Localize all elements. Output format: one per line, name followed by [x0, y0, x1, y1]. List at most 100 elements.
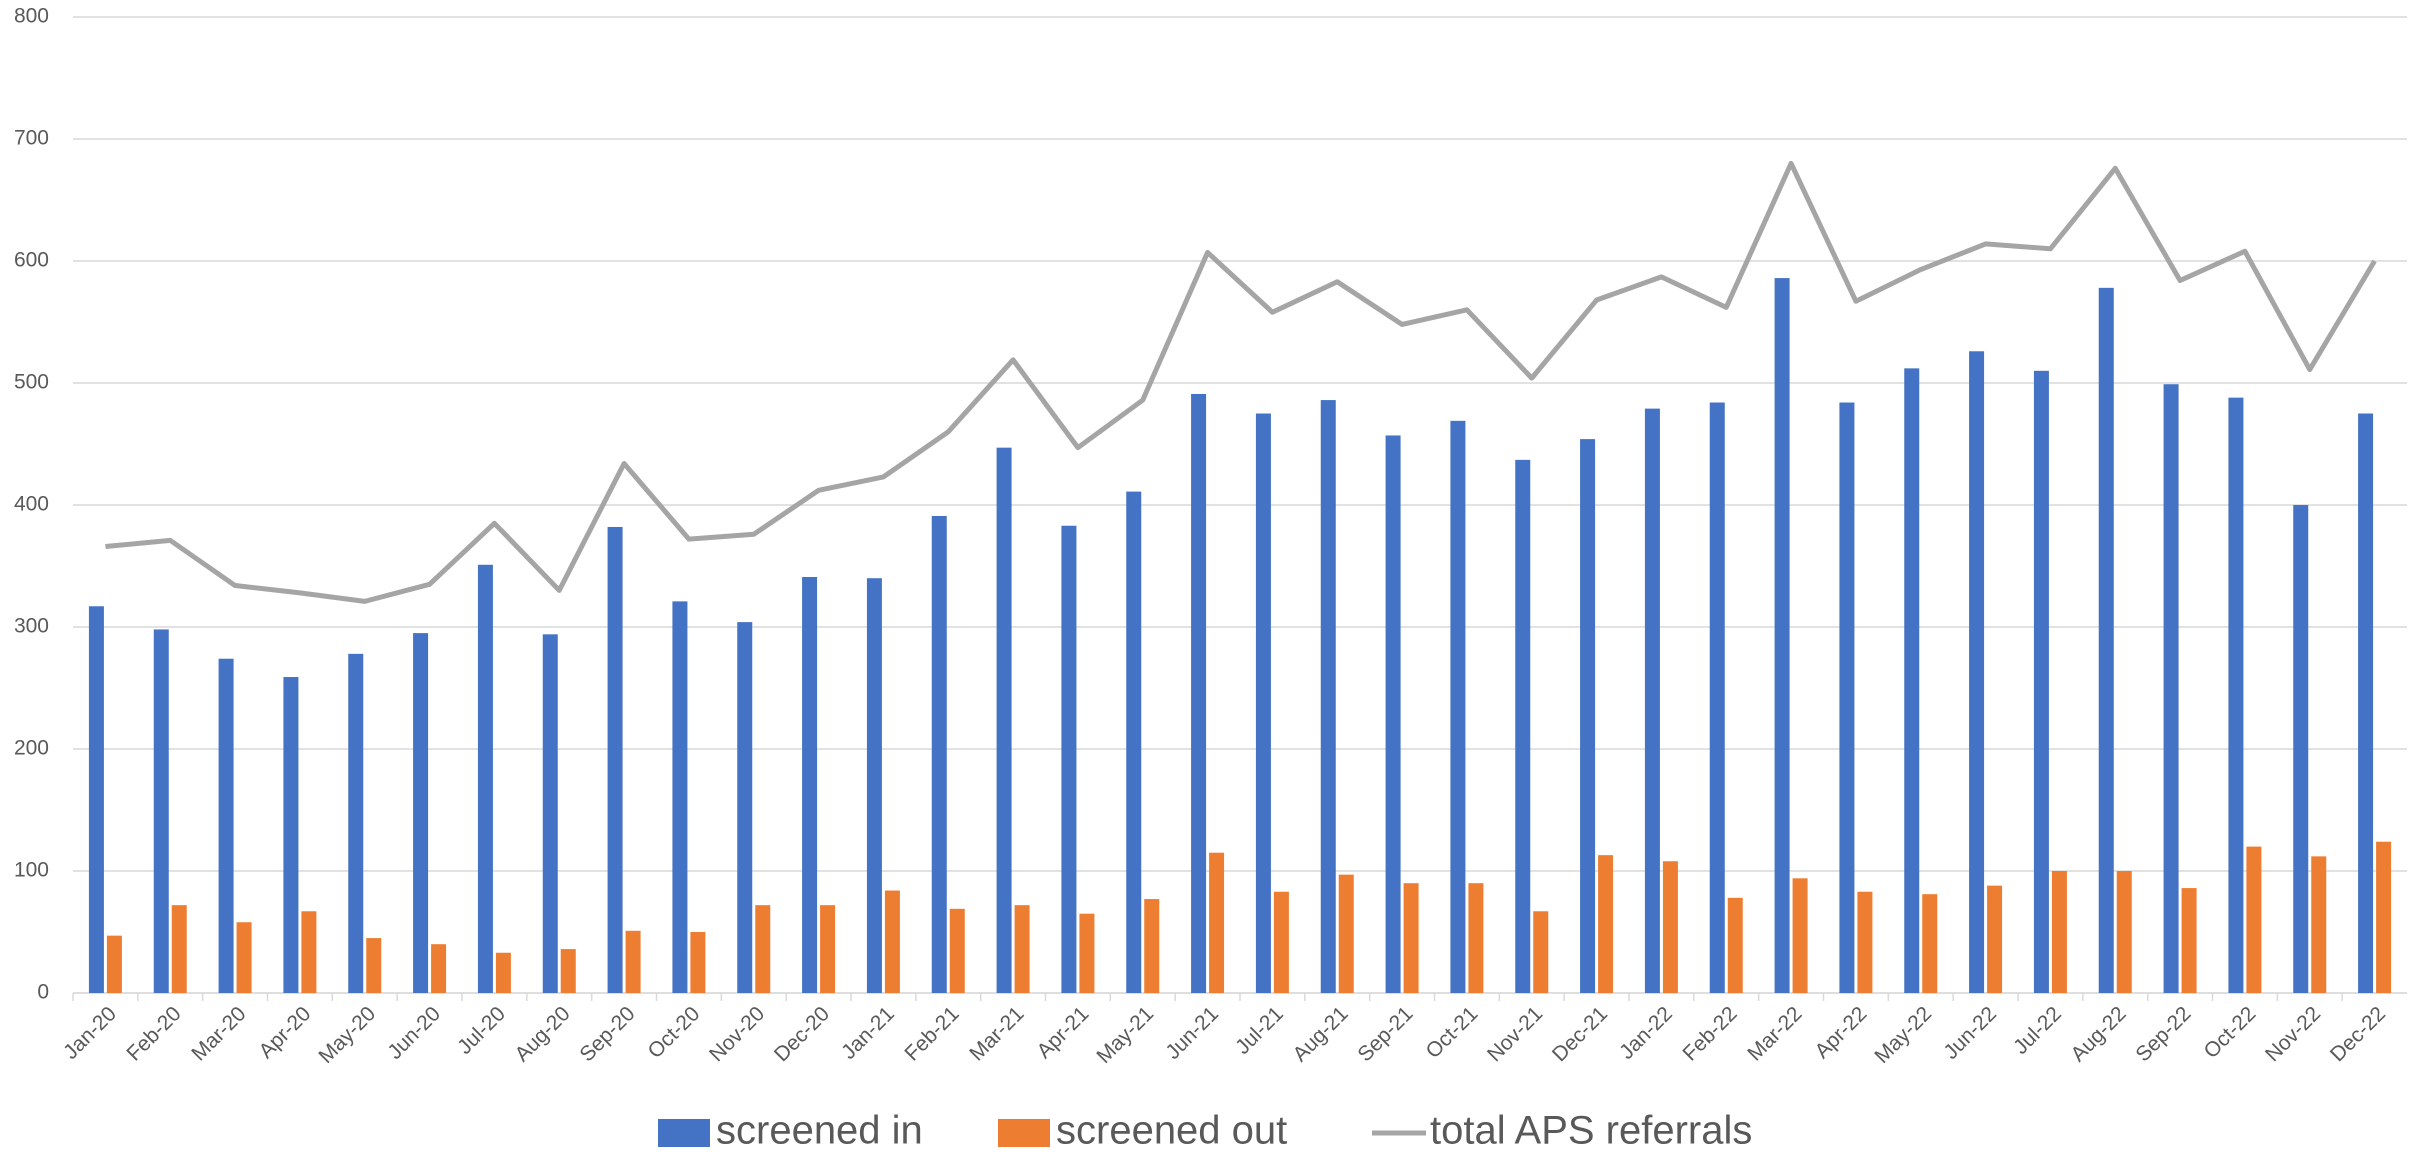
- x-tick-label: Jun-20: [383, 1002, 445, 1064]
- bar: [1014, 905, 1030, 993]
- bar: [1662, 861, 1678, 993]
- bar: [2293, 505, 2309, 993]
- bar: [153, 629, 169, 993]
- x-tick-label: Jan-20: [59, 1002, 121, 1064]
- x-tick-label: Dec-22: [2326, 1002, 2390, 1066]
- bar: [1533, 911, 1549, 993]
- x-tick-label: Nov-20: [705, 1002, 769, 1066]
- bar: [1385, 435, 1401, 994]
- legend-swatch: [998, 1119, 1050, 1147]
- x-tick-label: Apr-21: [1033, 1002, 1094, 1063]
- y-tick-label: 500: [14, 371, 49, 394]
- bar: [1320, 400, 1336, 994]
- bar: [1580, 439, 1596, 993]
- bar: [737, 622, 753, 993]
- x-tick-label: Feb-20: [122, 1002, 185, 1065]
- x-tick-label: Apr-20: [255, 1002, 316, 1063]
- bar: [366, 938, 382, 993]
- bar: [2181, 888, 2197, 993]
- bar: [1144, 899, 1160, 993]
- legend-swatch: [658, 1119, 710, 1147]
- x-tick-label: Oct-21: [1422, 1002, 1483, 1063]
- x-tick-label: Jun-21: [1161, 1002, 1223, 1064]
- bar: [672, 601, 688, 993]
- bar: [1774, 278, 1790, 994]
- bar: [2228, 397, 2244, 993]
- bar: [1857, 891, 1873, 993]
- bar: [1922, 894, 1938, 993]
- bar: [884, 890, 900, 993]
- bar: [802, 576, 818, 993]
- x-tick-label: Jul-21: [1231, 1002, 1288, 1059]
- bar: [477, 564, 493, 993]
- bar: [690, 932, 706, 993]
- x-tick-label: Apr-22: [1811, 1002, 1872, 1063]
- y-tick-label: 400: [14, 493, 49, 516]
- bar: [283, 677, 299, 993]
- bar: [542, 634, 558, 993]
- bar: [931, 515, 947, 993]
- line: [105, 160, 2377, 604]
- bar: [820, 905, 836, 993]
- bar: [218, 658, 234, 993]
- x-tick-label: Jul-22: [2009, 1002, 2066, 1059]
- x-tick-label: May-20: [314, 1002, 380, 1068]
- x-tick-label: Sep-20: [575, 1002, 639, 1066]
- bar: [348, 653, 364, 993]
- bar: [560, 949, 576, 993]
- x-tick-label: Jul-20: [453, 1002, 510, 1059]
- x-tick-label: Aug-22: [2067, 1002, 2131, 1066]
- x-tick-label: Oct-22: [2200, 1002, 2261, 1063]
- x-tick-label: Jan-21: [837, 1002, 899, 1064]
- bar: [236, 922, 252, 993]
- bar: [1126, 491, 1142, 993]
- bar: [1904, 368, 1920, 993]
- x-tick-label: Nov-21: [1483, 1002, 1547, 1066]
- bar: [1727, 897, 1743, 993]
- x-tick-label: Dec-21: [1548, 1002, 1612, 1066]
- bar: [2116, 871, 2132, 993]
- legend-label: total APS referrals: [1430, 1109, 1752, 1153]
- bar: [106, 935, 122, 993]
- bar: [2051, 871, 2067, 993]
- x-tick-label: Feb-22: [1678, 1002, 1741, 1065]
- x-tick-label: May-22: [1870, 1002, 1936, 1068]
- bar: [625, 930, 641, 993]
- bar: [88, 606, 104, 993]
- x-tick-label: Nov-22: [2261, 1002, 2325, 1066]
- bar: [495, 952, 511, 993]
- x-tick-label: Dec-20: [770, 1002, 834, 1066]
- bar: [1273, 891, 1289, 993]
- bar: [2163, 384, 2179, 994]
- bar: [949, 908, 965, 993]
- bar: [1644, 408, 1660, 993]
- legend-label: screened in: [716, 1109, 923, 1153]
- bar: [2033, 370, 2049, 993]
- bar: [1450, 420, 1466, 993]
- x-tick-label: Aug-21: [1289, 1002, 1353, 1066]
- bar: [1468, 883, 1484, 993]
- x-tick-label: Sep-22: [2131, 1002, 2195, 1066]
- bar: [2246, 846, 2262, 993]
- bar: [1515, 459, 1531, 993]
- x-tick-label: Sep-21: [1353, 1002, 1417, 1066]
- bar: [866, 578, 882, 993]
- bar: [996, 447, 1012, 993]
- x-tick-label: May-21: [1092, 1002, 1158, 1068]
- bar: [1598, 855, 1614, 993]
- x-tick-label: Aug-20: [511, 1002, 575, 1066]
- legend-label: screened out: [1056, 1109, 1287, 1153]
- bar: [1255, 413, 1271, 993]
- bar: [1987, 885, 2003, 993]
- bar: [171, 905, 187, 993]
- x-tick-label: Feb-21: [900, 1002, 963, 1065]
- y-tick-label: 200: [14, 737, 49, 760]
- bar: [2376, 841, 2392, 993]
- bar: [413, 633, 429, 993]
- y-tick-label: 700: [14, 127, 49, 150]
- y-tick-label: 600: [14, 249, 49, 272]
- x-tick-label: Jun-22: [1939, 1002, 2001, 1064]
- bar: [2358, 413, 2374, 993]
- bar: [607, 526, 623, 993]
